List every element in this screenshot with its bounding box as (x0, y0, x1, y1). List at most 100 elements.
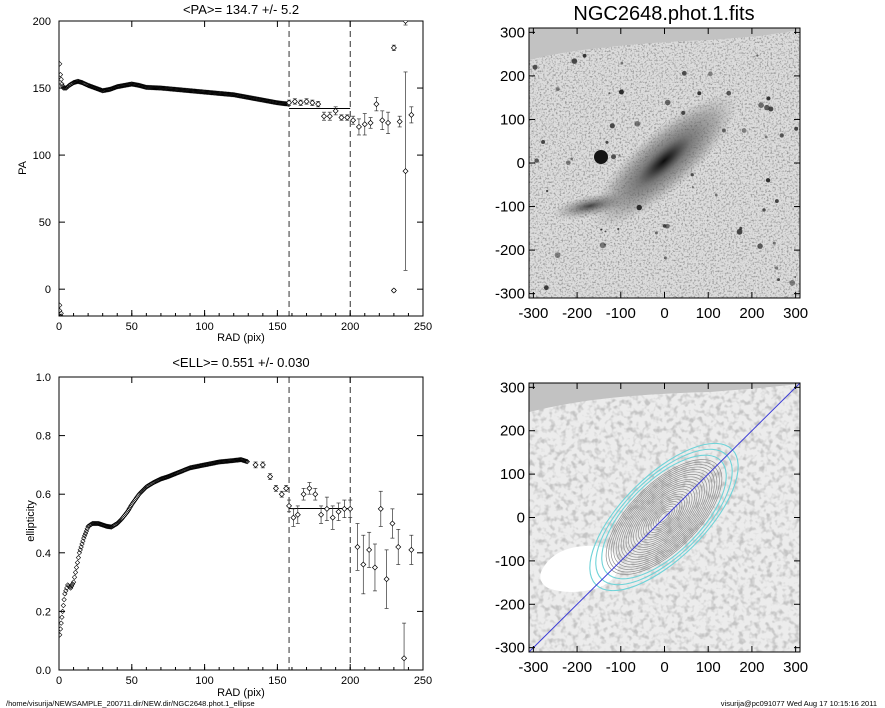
field-star (608, 92, 611, 95)
0-profile-point (96, 86, 102, 93)
0-data-point (326, 113, 333, 120)
isophote-ellipse (650, 503, 678, 531)
2-xtick-label: 200 (341, 675, 359, 687)
0-ytick-label: 50 (39, 217, 51, 229)
2-profile-point (59, 626, 64, 632)
isophote-ellipse (620, 473, 708, 561)
0-profile-point (244, 94, 250, 100)
0-profile-point (248, 95, 254, 101)
0-profile-point (262, 97, 268, 104)
field-star (532, 64, 538, 70)
0-data-point (303, 98, 310, 105)
2-profile-point (68, 585, 74, 591)
isophote-ellipse (605, 459, 723, 575)
iso-ytick-label: -200 (495, 596, 525, 613)
companion-galaxy (552, 192, 628, 220)
0-xtick-label: 200 (341, 321, 359, 333)
2-profile-point (59, 632, 63, 638)
0-profile-point (236, 93, 243, 99)
iso-xtick-label: -200 (562, 659, 592, 676)
field-star (618, 154, 621, 157)
isophote-ellipses (589, 442, 739, 592)
2-profile-point (84, 526, 90, 532)
0-profile-point (232, 92, 238, 98)
0-ytick-label: 150 (33, 83, 51, 95)
0-profile-point (90, 84, 97, 90)
2-data-point (294, 511, 301, 518)
field-star (691, 186, 694, 189)
2-ytick-label: 0.8 (36, 431, 51, 443)
2-data-point (366, 546, 373, 553)
2-data-point (347, 505, 354, 512)
field-star (571, 58, 578, 64)
outer-isophote-ellipse (595, 448, 733, 586)
field-star (543, 285, 549, 291)
0-outlier-point (59, 302, 63, 308)
2-profile-point (243, 458, 250, 465)
2-profile-point (78, 544, 84, 550)
2-profile-point (73, 564, 80, 571)
field-star (721, 128, 726, 133)
0-data-point (390, 287, 397, 294)
2-data-point (283, 485, 290, 492)
field-star (714, 193, 718, 197)
0-profile-point (88, 83, 94, 89)
0-profile-point (140, 83, 146, 89)
0-profile-point (90, 84, 96, 90)
0-profile-point (235, 93, 242, 99)
0-profile-point (85, 82, 91, 88)
2-profile-point (82, 533, 88, 539)
0-profile-point (91, 85, 98, 91)
0-profile-point (95, 86, 101, 92)
0-data-point (396, 118, 403, 125)
field-star (762, 208, 766, 212)
2-profile-point (156, 477, 162, 483)
2-profile-point (100, 522, 106, 528)
iso-xtick-label: 100 (696, 659, 721, 676)
0-data-point (338, 114, 345, 121)
0-profile-point (230, 92, 236, 98)
0-profile-point (238, 93, 245, 99)
2-data-point (354, 543, 361, 550)
fits-xtick-label: -100 (606, 305, 636, 322)
0-profile-point (93, 85, 99, 92)
field-star (765, 178, 771, 183)
0-profile-point (264, 98, 270, 104)
2-profile-point (79, 541, 85, 547)
field-star (654, 231, 658, 235)
2-profile-point (239, 457, 245, 463)
0-data-point (320, 113, 327, 120)
field-star (764, 135, 768, 139)
fits-xtick-label: 0 (660, 305, 668, 322)
field-star (757, 243, 763, 249)
0-data-point (385, 119, 392, 126)
2-profile-point (164, 474, 170, 480)
field-star (690, 173, 694, 177)
0-data-point (315, 101, 322, 108)
0-data-point (373, 101, 380, 108)
2-profile-point (59, 620, 64, 626)
field-star (636, 204, 642, 211)
0-profile-point (267, 98, 273, 104)
0-profile-point (261, 97, 267, 103)
isophote-ellipse (645, 498, 683, 536)
field-star (570, 157, 573, 161)
2-profile-point (242, 458, 249, 464)
field-star (789, 280, 796, 286)
2-profile-point (72, 569, 79, 575)
field-star (663, 256, 667, 260)
footer-path: /home/visurija/NEWSAMPLE_200711.dir/NEW.… (6, 699, 255, 708)
iso-ytick-label: 200 (500, 423, 525, 440)
pa-ylabel: PA (17, 160, 29, 175)
2-data-point (341, 505, 348, 512)
field-star (534, 158, 539, 163)
2-ytick-label: 0.2 (36, 606, 51, 618)
pa-plot-frame (58, 20, 424, 317)
isophote-ellipse (640, 493, 688, 541)
2-profile-point (166, 473, 172, 479)
0-profile-point (234, 92, 240, 98)
2-ytick-label: 1.0 (36, 372, 51, 384)
2-profile-point (101, 522, 108, 529)
2-profile-point (83, 528, 89, 534)
2-profile-point (76, 550, 83, 556)
